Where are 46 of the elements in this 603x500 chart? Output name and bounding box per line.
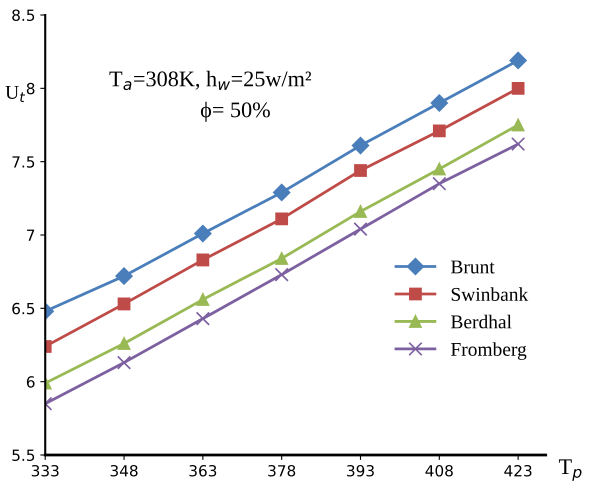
point <box>272 184 290 202</box>
point <box>511 136 526 152</box>
point <box>115 267 133 285</box>
y-tick-label: 7 <box>27 230 34 241</box>
x-tick-label: 423 <box>504 464 532 477</box>
point <box>118 298 130 310</box>
legend-label: Swinbank <box>452 287 528 301</box>
y-tick-label: 6 <box>26 376 35 388</box>
x-axis-title: T$_{p}$ <box>558 459 582 481</box>
point <box>118 337 130 350</box>
point <box>432 176 446 191</box>
point <box>196 312 210 326</box>
y-tick-label: 8 <box>26 82 34 94</box>
point <box>432 162 446 176</box>
point <box>354 164 367 177</box>
x-tick-label: 393 <box>347 464 374 477</box>
point <box>353 222 368 236</box>
point <box>354 205 367 218</box>
point <box>432 124 446 138</box>
y-tick-label: 5.5 <box>12 450 34 462</box>
annotation: T$_{a}$=308K, h$_{w}$=25w/m² <box>109 70 312 90</box>
point <box>196 293 210 306</box>
x-tick-label: 363 <box>189 464 216 477</box>
point <box>352 136 370 154</box>
legend-label: Brunt <box>450 260 495 274</box>
legend-label: Fromberg <box>450 342 526 360</box>
x-tick-label: 408 <box>425 464 453 477</box>
point <box>194 224 212 242</box>
y-tick-label: 6.5 <box>12 302 34 314</box>
y-axis-title: U$_{t}$ <box>5 86 26 102</box>
legend-label: Berdhal <box>450 314 512 328</box>
point <box>512 118 525 132</box>
point <box>275 212 288 226</box>
x-tick-label: 348 <box>110 464 138 477</box>
point <box>274 268 289 282</box>
y-tick-label: 8.5 <box>12 9 34 22</box>
point <box>196 254 210 266</box>
x-tick-label: 378 <box>268 464 296 477</box>
annotation: ϕ= 50% <box>200 102 270 122</box>
point <box>509 52 527 70</box>
y-tick-label: 7.5 <box>12 156 34 168</box>
point <box>275 252 288 265</box>
point <box>430 94 448 112</box>
point <box>116 356 132 370</box>
x-tick-label: 333 <box>32 464 59 477</box>
point <box>512 82 525 95</box>
